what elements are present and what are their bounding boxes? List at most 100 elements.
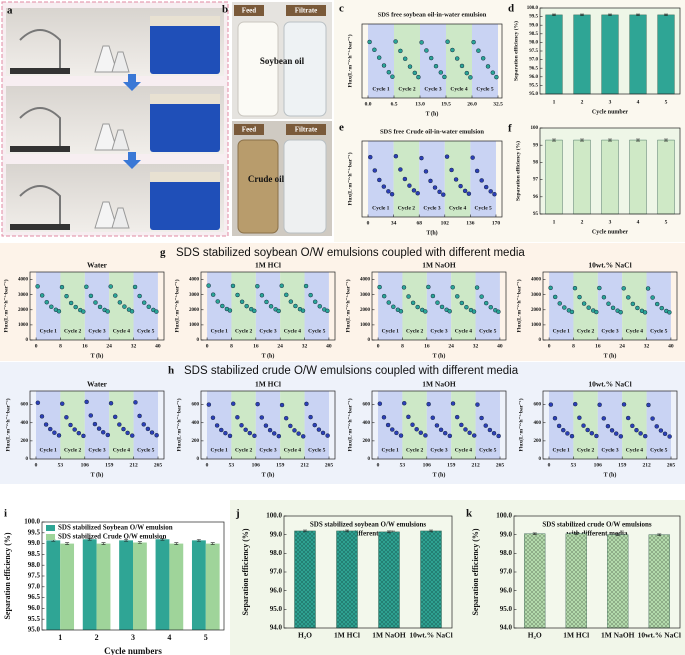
x-axis-label: T (h) xyxy=(604,352,617,359)
bar xyxy=(191,540,206,630)
x-tick-label: 2 xyxy=(581,99,584,105)
y-tick-label: 99.5 xyxy=(28,528,41,536)
error-bar xyxy=(101,542,106,545)
bar xyxy=(133,542,147,630)
data-point xyxy=(235,292,240,298)
x-tick-label: 1M NaOH xyxy=(372,631,406,640)
data-point xyxy=(252,308,257,314)
cycle-label: Cycle 4 xyxy=(284,447,302,453)
cycle-label: Cycle 2 xyxy=(235,328,253,334)
pump-top xyxy=(150,16,220,26)
y-tick-label: 1000 xyxy=(360,323,371,328)
data-point xyxy=(56,433,62,438)
data-point xyxy=(97,304,103,310)
data-point xyxy=(411,188,417,193)
cycle-label: Cycle 3 xyxy=(424,86,442,92)
error-bar xyxy=(210,542,215,545)
x-axis-label: T (h) xyxy=(262,471,275,478)
cycle-label: Cycle 4 xyxy=(455,328,473,334)
chart-title: Water xyxy=(87,261,108,270)
bar xyxy=(524,533,546,629)
x-axis-label: T (h) xyxy=(262,352,275,359)
data-point xyxy=(377,177,382,183)
cycle-label: Cycle 5 xyxy=(650,328,668,334)
cycle-band xyxy=(597,272,623,340)
cycle-band xyxy=(420,24,446,98)
y-tick-label: 600 xyxy=(534,403,542,408)
cycle-label: Cycle 3 xyxy=(601,447,619,453)
oil-label: Crude oil xyxy=(248,174,285,184)
data-point xyxy=(423,169,429,174)
chart-title: 1M HCl xyxy=(255,261,281,270)
flask xyxy=(111,207,130,229)
y-tick-label: 98.0 xyxy=(28,561,41,569)
y-tick-label: 97.0 xyxy=(500,568,513,576)
panel-letter: i xyxy=(4,508,7,520)
x-axis-label: Cycle number xyxy=(592,229,628,235)
cycle-label: Cycle 5 xyxy=(475,205,493,211)
y-axis-label: Flux(L·m⁻²·h⁻¹·bar⁻¹) xyxy=(346,152,353,205)
data-point xyxy=(479,178,484,183)
error-bar xyxy=(615,533,620,536)
y-tick-label: 100.0 xyxy=(24,518,40,526)
y-axis-label: Flux(L·m⁻²·h⁻¹·bar⁻¹) xyxy=(346,398,353,451)
y-tick-label: 3000 xyxy=(18,293,29,298)
data-point xyxy=(247,430,253,436)
y-tick-label: 4000 xyxy=(18,278,29,283)
error-bar xyxy=(580,13,584,17)
cycle-band xyxy=(280,391,305,459)
bar xyxy=(96,543,111,630)
data-point xyxy=(483,423,488,428)
data-point xyxy=(453,177,459,182)
data-point xyxy=(259,415,265,420)
data-point xyxy=(667,310,672,315)
data-point xyxy=(48,426,53,432)
cycle-label: Cycle 2 xyxy=(235,447,253,453)
data-point xyxy=(445,39,450,44)
x-tick-label: 8 xyxy=(572,343,575,349)
y-tick-label: 95.5 xyxy=(529,84,538,89)
data-point xyxy=(488,189,493,194)
data-point xyxy=(407,64,413,69)
y-tick-label: 400 xyxy=(363,421,371,426)
y-axis-label: Flux(L·m⁻²·h⁻¹·bar⁻¹) xyxy=(517,398,524,451)
cycle-band xyxy=(207,272,232,340)
y-tick-label: 96.5 xyxy=(529,66,538,71)
data-point xyxy=(447,309,452,314)
label-box xyxy=(286,124,326,135)
x-tick-label: 32 xyxy=(473,343,479,349)
data-point xyxy=(304,401,309,407)
data-point xyxy=(450,285,455,290)
data-point xyxy=(368,154,373,160)
x-tick-label: 212 xyxy=(642,462,651,468)
y-tick-label: 0 xyxy=(197,457,200,462)
cycle-band xyxy=(84,272,110,340)
x-tick-label: 24 xyxy=(106,343,112,349)
bar xyxy=(545,139,563,215)
data-point xyxy=(105,432,111,438)
x-tick-label: 0 xyxy=(548,343,551,349)
cycle-band xyxy=(419,141,445,217)
y-tick-label: 100.0 xyxy=(266,512,282,520)
bar xyxy=(205,543,220,630)
data-point xyxy=(100,430,106,435)
data-point xyxy=(475,402,480,407)
data-point xyxy=(466,191,472,196)
data-point xyxy=(112,414,118,420)
x-tick-label: 24 xyxy=(619,343,625,349)
x-tick-label: 136 xyxy=(466,220,475,226)
x-tick-label: 159 xyxy=(105,462,114,468)
y-tick-label: 2000 xyxy=(531,308,542,313)
x-tick-label: 16 xyxy=(253,343,259,349)
x-tick-label: 212 xyxy=(129,462,138,468)
cycle-label: Cycle 3 xyxy=(601,328,619,334)
cycle-band xyxy=(573,272,598,340)
cycle-band xyxy=(549,272,574,340)
data-point xyxy=(650,295,655,300)
data-point xyxy=(52,430,57,435)
data-point xyxy=(418,430,424,435)
data-point xyxy=(569,433,575,439)
data-point xyxy=(39,293,45,298)
bar xyxy=(545,14,563,95)
cycle-label: Cycle 1 xyxy=(382,328,400,334)
